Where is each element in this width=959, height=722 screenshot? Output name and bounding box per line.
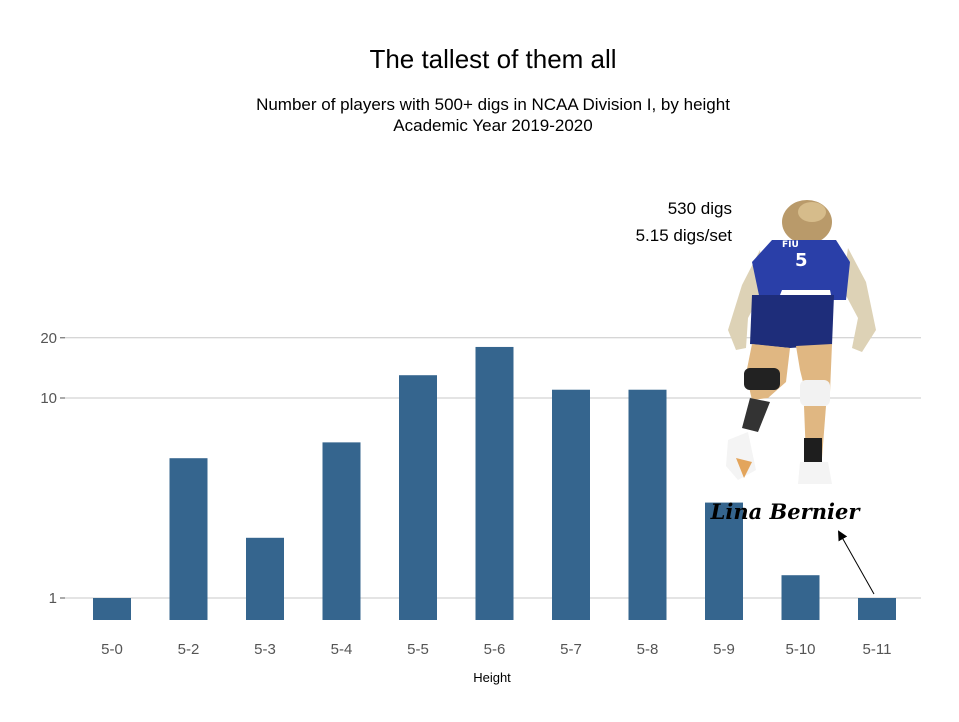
y-tick-label: 20 [40, 330, 57, 347]
bar-5-4 [322, 442, 361, 620]
player-name: Lina Bernier [710, 499, 862, 524]
bar-5-7 [552, 389, 590, 620]
chart-subtitle: Number of players with 500+ digs in NCAA… [0, 94, 959, 136]
bar-5-11 [858, 598, 896, 620]
x-tick-label: 5-8 [637, 641, 659, 658]
y-tick-label: 1 [49, 590, 57, 607]
x-tick-label: 5-3 [254, 641, 276, 658]
x-axis-label: Height [473, 670, 511, 685]
player-photo: 5 FIU [726, 200, 876, 484]
svg-text:5: 5 [795, 250, 808, 271]
x-tick-label: 5-2 [178, 641, 200, 658]
subtitle-line-1: Number of players with 500+ digs in NCAA… [256, 95, 730, 114]
bar-5-10 [781, 575, 820, 620]
bar-5-5 [399, 375, 437, 620]
bar-5-0 [93, 598, 131, 620]
x-tick-label: 5-4 [331, 641, 353, 658]
x-tick-label: 5-6 [484, 641, 506, 658]
chart-title: The tallest of them all [369, 44, 617, 74]
bar-5-2 [169, 458, 208, 620]
x-tick-label: 5-5 [407, 641, 429, 658]
x-tick-label: 5-10 [785, 641, 815, 658]
bar-5-6 [475, 346, 514, 620]
y-tick-label: 10 [40, 390, 57, 407]
annotation-arrow [838, 530, 875, 595]
svg-text:FIU: FIU [782, 240, 799, 250]
bar-5-8 [628, 389, 667, 620]
x-tick-label: 5-7 [560, 641, 582, 658]
stat-digs: 530 digs [668, 199, 732, 218]
x-tick-label: 5-0 [101, 641, 123, 658]
subtitle-line-2: Academic Year 2019-2020 [393, 116, 593, 135]
x-tick-label: 5-9 [713, 641, 735, 658]
x-tick-label: 5-11 [863, 641, 892, 658]
stat-digs-per-set: 5.15 digs/set [636, 226, 733, 245]
bar-5-3 [246, 537, 284, 620]
bar-5-9 [705, 502, 743, 620]
